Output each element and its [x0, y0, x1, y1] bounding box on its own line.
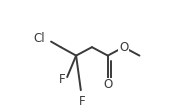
Text: O: O — [119, 41, 128, 54]
Text: Cl: Cl — [33, 32, 45, 45]
Text: F: F — [59, 73, 65, 86]
Text: O: O — [103, 78, 112, 91]
Text: F: F — [79, 95, 86, 108]
